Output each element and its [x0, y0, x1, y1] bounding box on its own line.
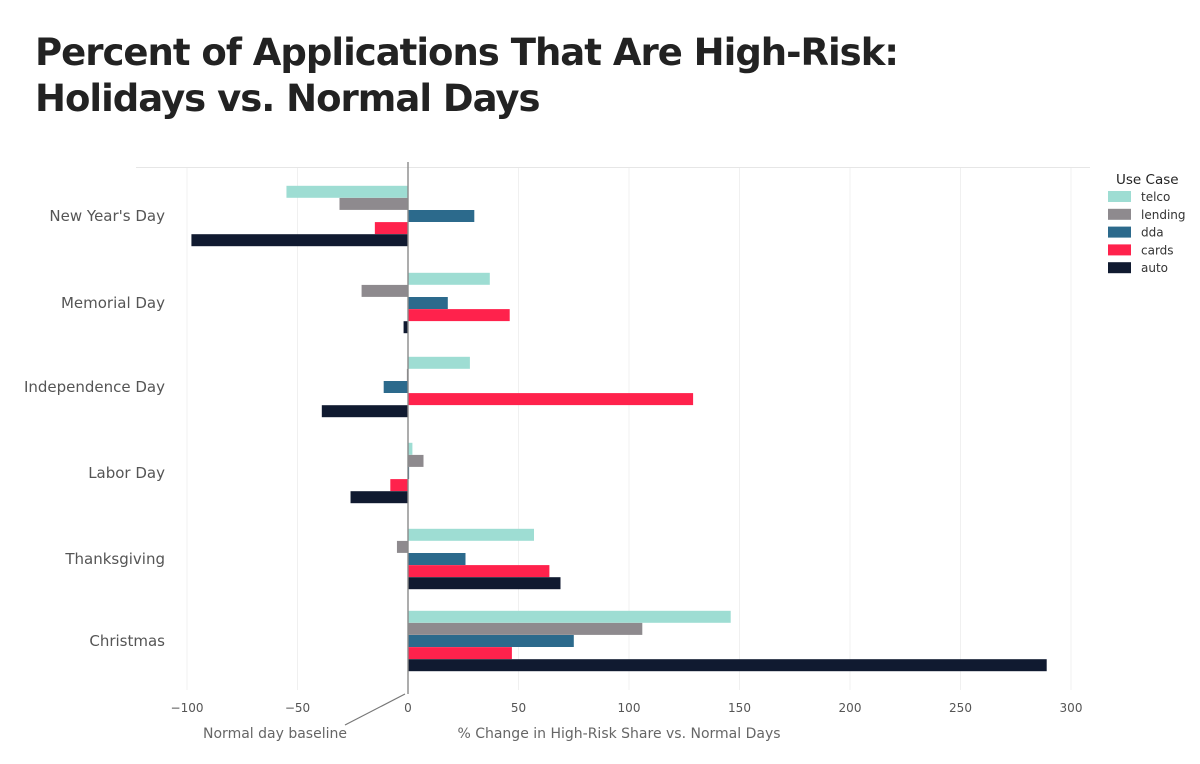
legend-label-auto: auto — [1141, 261, 1168, 275]
bar-auto-1 — [403, 321, 408, 334]
x-tick-label: 250 — [949, 701, 972, 715]
bars — [191, 185, 1047, 672]
bar-dda-0 — [408, 210, 475, 222]
bar-cards-2 — [408, 393, 694, 406]
x-tick-label: 50 — [511, 701, 526, 715]
x-tick-label: 200 — [839, 701, 862, 715]
y-category-label: Memorial Day — [61, 294, 165, 312]
bar-telco-2 — [408, 356, 470, 369]
bar-telco-0 — [286, 185, 409, 198]
chart-title: Percent of Applications That Are High-Ri… — [35, 30, 1035, 122]
legend-swatch-lending — [1108, 208, 1131, 220]
x-tick-label: −50 — [285, 701, 310, 715]
bar-auto-4 — [408, 577, 561, 590]
x-axis-ticks: −100 −50 0 50 100 150 200 250 300 — [171, 701, 1083, 715]
bar-dda-5 — [408, 635, 574, 647]
legend-title: Use Case — [1116, 172, 1179, 188]
bar-auto-0 — [191, 234, 409, 247]
chart-title-line-2: Holidays vs. Normal Days — [35, 77, 541, 120]
legend-swatch-dda — [1108, 226, 1131, 238]
x-axis-title: % Change in High-Risk Share vs. Normal D… — [457, 726, 780, 742]
x-tick-label: −100 — [171, 701, 204, 715]
legend: Use Case telco lending dda cards auto — [1108, 172, 1186, 275]
bar-lending-1 — [361, 284, 408, 297]
bar-dda-4 — [408, 553, 466, 565]
bar-dda-2 — [383, 381, 408, 393]
baseline-annotation: Normal day baseline — [203, 726, 347, 742]
x-tick-label: 150 — [728, 701, 751, 715]
y-category-label: Christmas — [89, 632, 165, 650]
y-axis-categories: New Year's Day Memorial Day Independence D… — [24, 207, 165, 650]
legend-label-dda: dda — [1141, 226, 1164, 240]
bar-cards-5 — [408, 647, 512, 660]
bar-lending-5 — [408, 622, 643, 635]
y-category-label: Thanksgiving — [64, 550, 165, 568]
bar-lending-4 — [396, 540, 409, 553]
bar-lending-3 — [408, 454, 424, 467]
bar-telco-4 — [408, 528, 534, 541]
bar-telco-3 — [408, 442, 413, 455]
chart-title-line-1: Percent of Applications That Are High-Ri… — [35, 31, 899, 74]
x-tick-label: 300 — [1060, 701, 1083, 715]
bar-telco-1 — [408, 272, 490, 285]
bar-dda-1 — [408, 297, 448, 309]
bar-cards-4 — [408, 565, 550, 578]
bar-cards-3 — [390, 479, 409, 492]
x-tick-label: 0 — [404, 701, 412, 715]
bar-auto-5 — [408, 659, 1047, 672]
baseline-annotation-arrow — [344, 693, 406, 726]
bar-auto-2 — [321, 405, 409, 418]
legend-label-telco: telco — [1141, 190, 1170, 204]
legend-label-cards: cards — [1141, 243, 1174, 257]
legend-swatch-auto — [1108, 262, 1131, 274]
bar-auto-3 — [350, 491, 409, 504]
bar-cards-0 — [374, 222, 408, 235]
y-category-label: Labor Day — [88, 464, 165, 482]
x-tick-label: 100 — [618, 701, 641, 715]
legend-label-lending: lending — [1141, 208, 1186, 222]
bar-telco-5 — [408, 610, 731, 623]
legend-swatch-telco — [1108, 191, 1131, 202]
y-category-label: New Year's Day — [49, 207, 165, 225]
bar-cards-1 — [408, 309, 510, 322]
bar-lending-0 — [339, 197, 408, 210]
y-category-label: Independence Day — [24, 378, 165, 396]
legend-swatch-cards — [1108, 244, 1131, 256]
